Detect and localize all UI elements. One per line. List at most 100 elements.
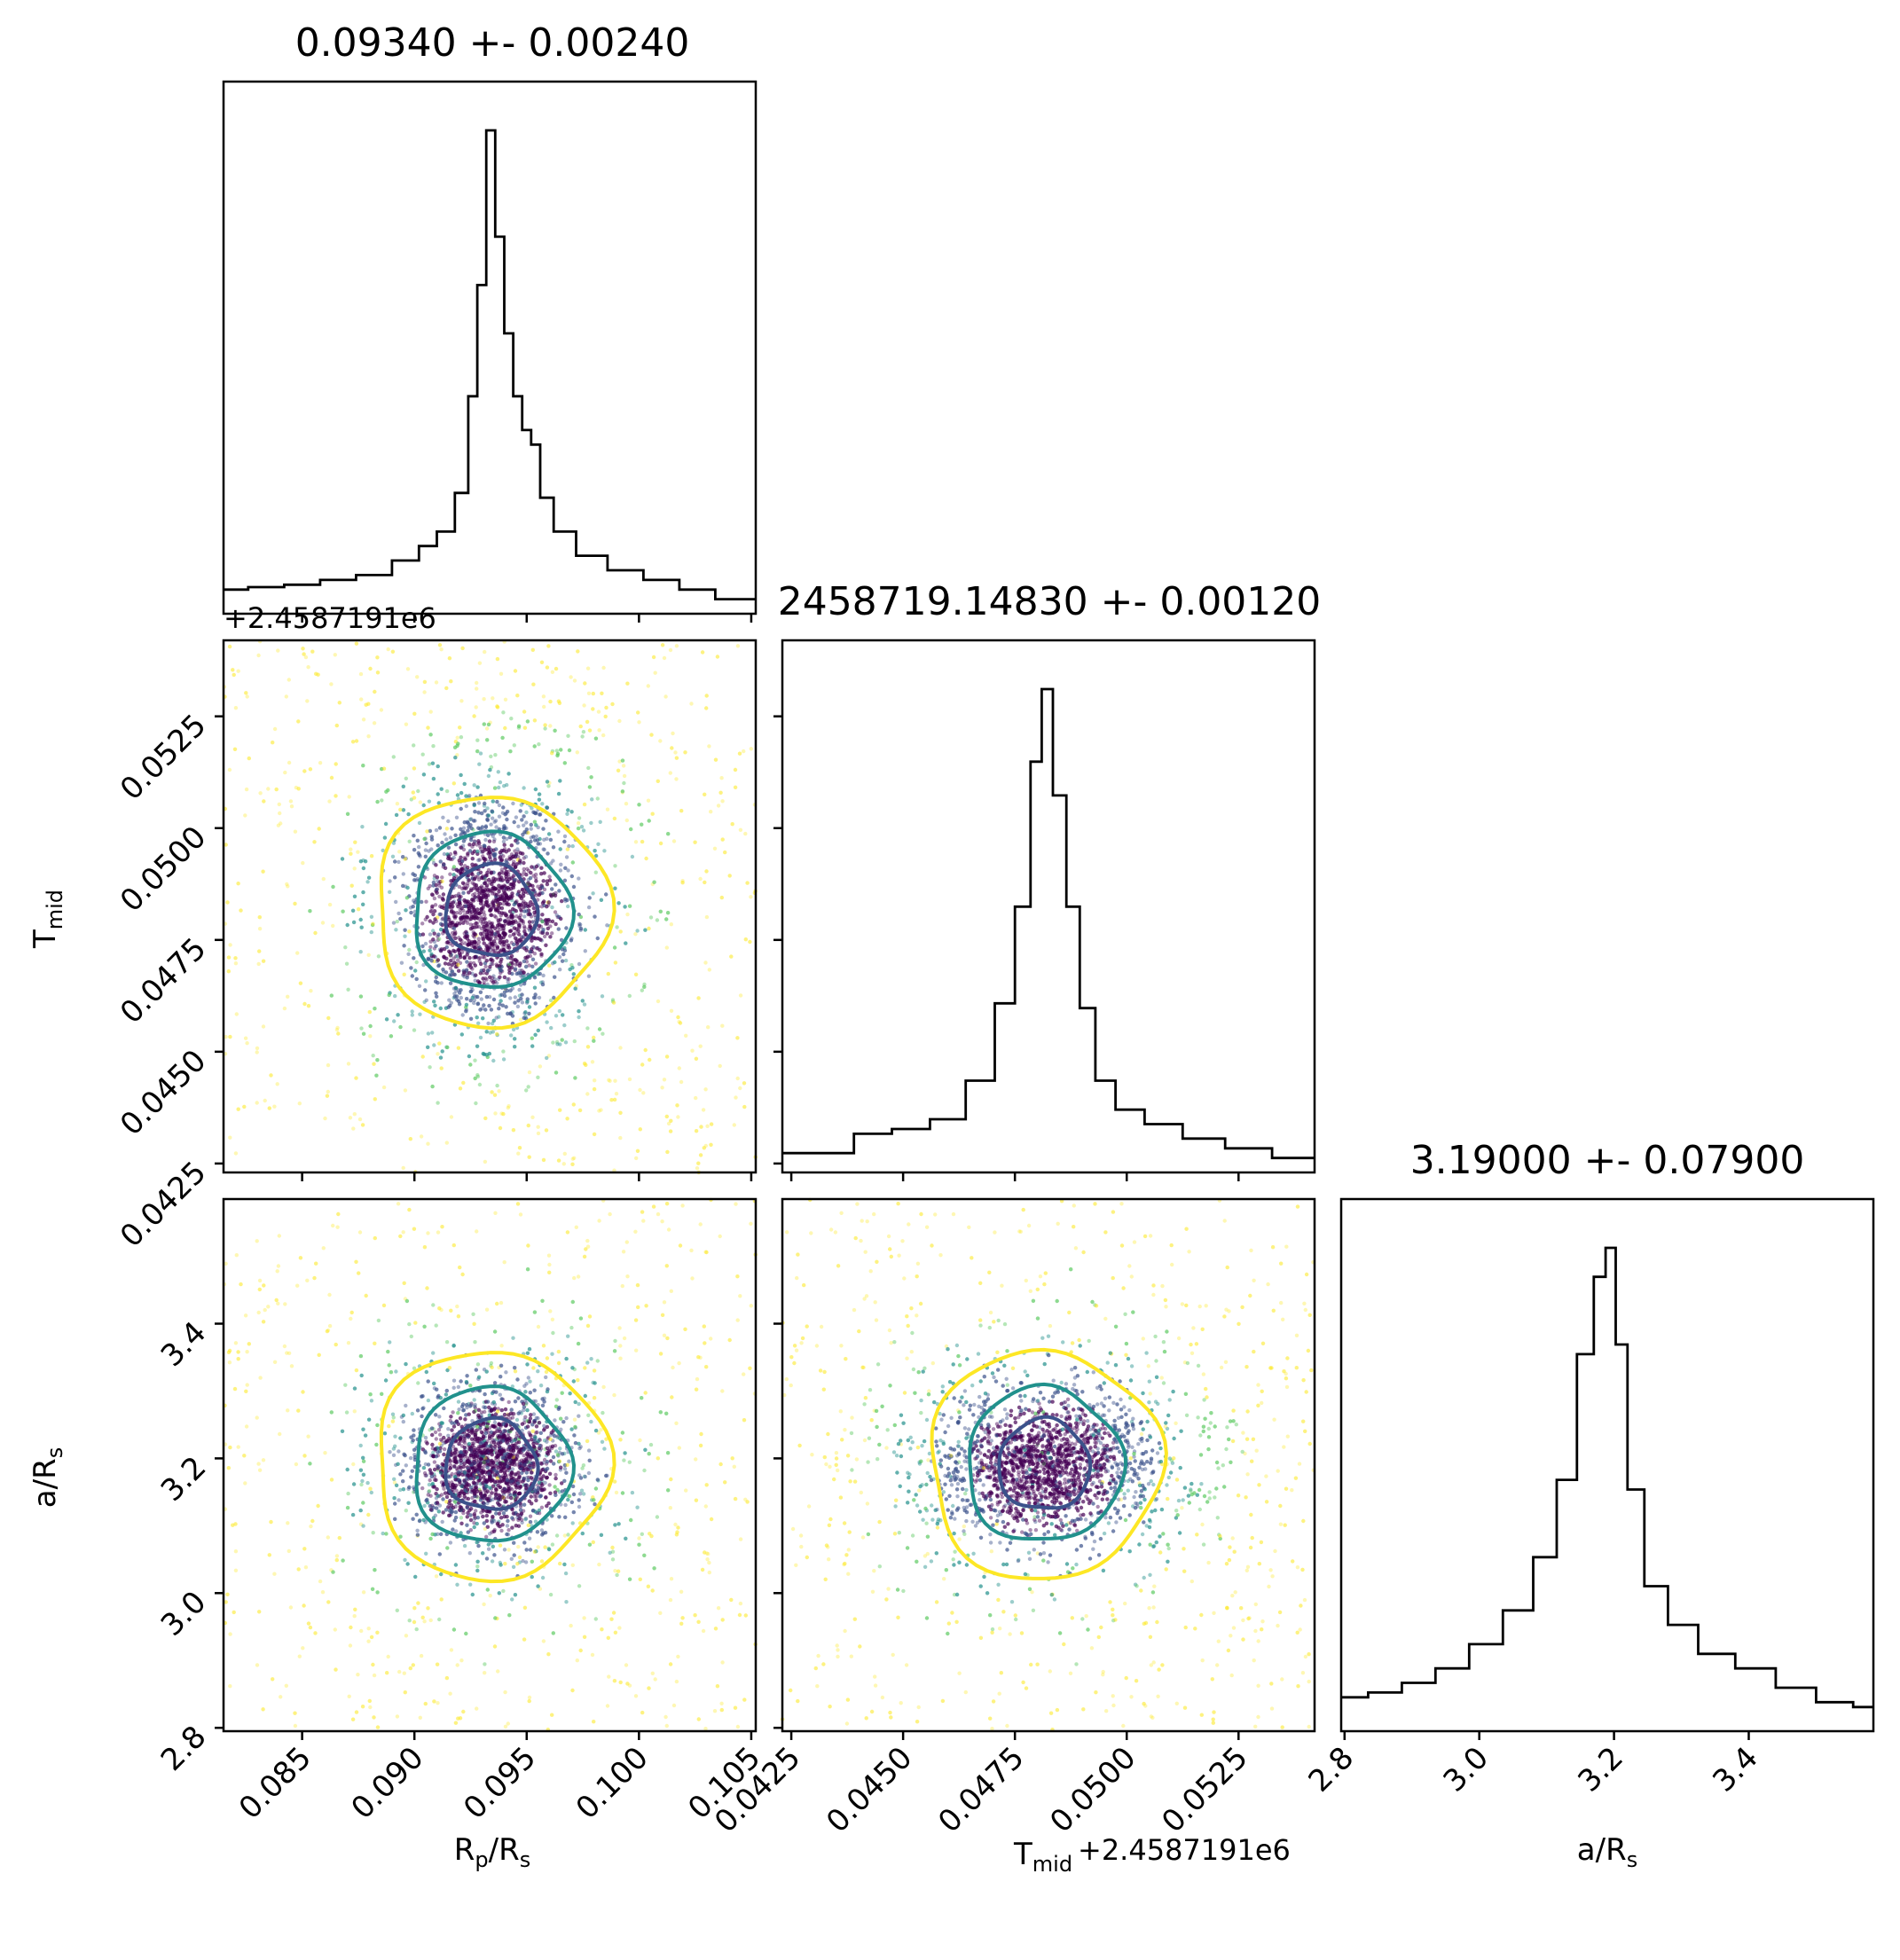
data-point (549, 1025, 554, 1031)
data-point (295, 951, 300, 955)
data-point (601, 665, 606, 670)
data-point (482, 889, 486, 894)
data-point (460, 646, 465, 651)
data-point (601, 1384, 606, 1390)
data-point (227, 1360, 232, 1365)
data-point (256, 653, 261, 658)
data-point (491, 799, 495, 804)
data-point (603, 714, 608, 719)
data-point (242, 1104, 247, 1109)
data-point (393, 1444, 397, 1448)
data-point (302, 1001, 307, 1007)
data-point (473, 891, 477, 896)
data-point (276, 648, 280, 653)
data-point (564, 1415, 569, 1421)
data-point (321, 1246, 326, 1250)
data-point (596, 710, 601, 714)
data-point (411, 905, 415, 909)
data-point (493, 908, 499, 913)
data-point (446, 1005, 451, 1009)
data-point (541, 1157, 546, 1163)
data-point (524, 820, 529, 825)
data-point (467, 1054, 472, 1059)
data-point (455, 902, 459, 906)
data-point (437, 912, 442, 917)
data-point (475, 680, 479, 686)
data-point (448, 1541, 453, 1545)
data-point (350, 908, 356, 913)
data-point (585, 1360, 590, 1365)
data-point (650, 1671, 655, 1676)
data-point (589, 1419, 593, 1424)
data-point (490, 809, 494, 813)
data-point (398, 916, 403, 921)
data-point (347, 1694, 351, 1699)
data-point (512, 873, 516, 878)
data-point (384, 1017, 389, 1022)
data-point (477, 895, 482, 900)
data-point (532, 718, 538, 723)
data-point (275, 1082, 279, 1086)
data-point (486, 1021, 491, 1026)
data-point (459, 790, 464, 796)
data-point (233, 1151, 239, 1156)
data-point (476, 937, 481, 941)
data-point (366, 734, 371, 739)
data-point (522, 814, 526, 819)
data-point (401, 872, 405, 876)
data-point (601, 1410, 605, 1415)
data-point (532, 985, 538, 990)
data-point (675, 1103, 679, 1108)
data-point (346, 1341, 351, 1345)
data-point (276, 1301, 280, 1306)
data-point (563, 958, 569, 963)
data-point (296, 719, 301, 724)
data-point (336, 1031, 341, 1036)
data-point (518, 973, 522, 978)
data-point (704, 694, 709, 698)
data-point (501, 1049, 506, 1054)
data-point (558, 868, 563, 873)
data-point (444, 1045, 449, 1049)
data-point (306, 1434, 310, 1439)
data-point (442, 863, 446, 867)
data-point (519, 935, 524, 939)
data-point (467, 793, 472, 798)
data-point (452, 992, 457, 996)
data-point (493, 819, 499, 823)
data-point (508, 996, 513, 1000)
data-point (467, 908, 472, 913)
data-point (353, 840, 357, 844)
data-point (450, 827, 454, 831)
data-point (576, 1274, 581, 1279)
data-point (530, 1036, 534, 1040)
data-point (577, 1414, 581, 1418)
data-point (429, 847, 434, 851)
data-point (428, 1478, 432, 1483)
data-point (469, 989, 474, 993)
data-point (592, 1035, 596, 1040)
data-point (432, 954, 436, 959)
data-point (372, 1062, 376, 1066)
data-point (476, 826, 481, 830)
data-point (608, 1078, 612, 1084)
data-point (510, 986, 515, 991)
data-point (485, 870, 490, 875)
data-point (470, 987, 475, 992)
data-point (361, 890, 365, 895)
data-point (449, 952, 453, 957)
data-point (539, 1505, 545, 1510)
data-point (472, 955, 476, 960)
data-point (536, 825, 540, 830)
data-point (520, 975, 524, 980)
data-point (426, 1045, 430, 1050)
data-point (416, 1381, 420, 1385)
data-point (255, 1046, 260, 1051)
data-point (472, 877, 476, 882)
data-point (521, 936, 526, 940)
data-point (627, 1077, 632, 1082)
data-point (407, 947, 412, 953)
data-point (536, 1075, 540, 1080)
data-point (485, 818, 490, 822)
data-point (605, 807, 610, 811)
